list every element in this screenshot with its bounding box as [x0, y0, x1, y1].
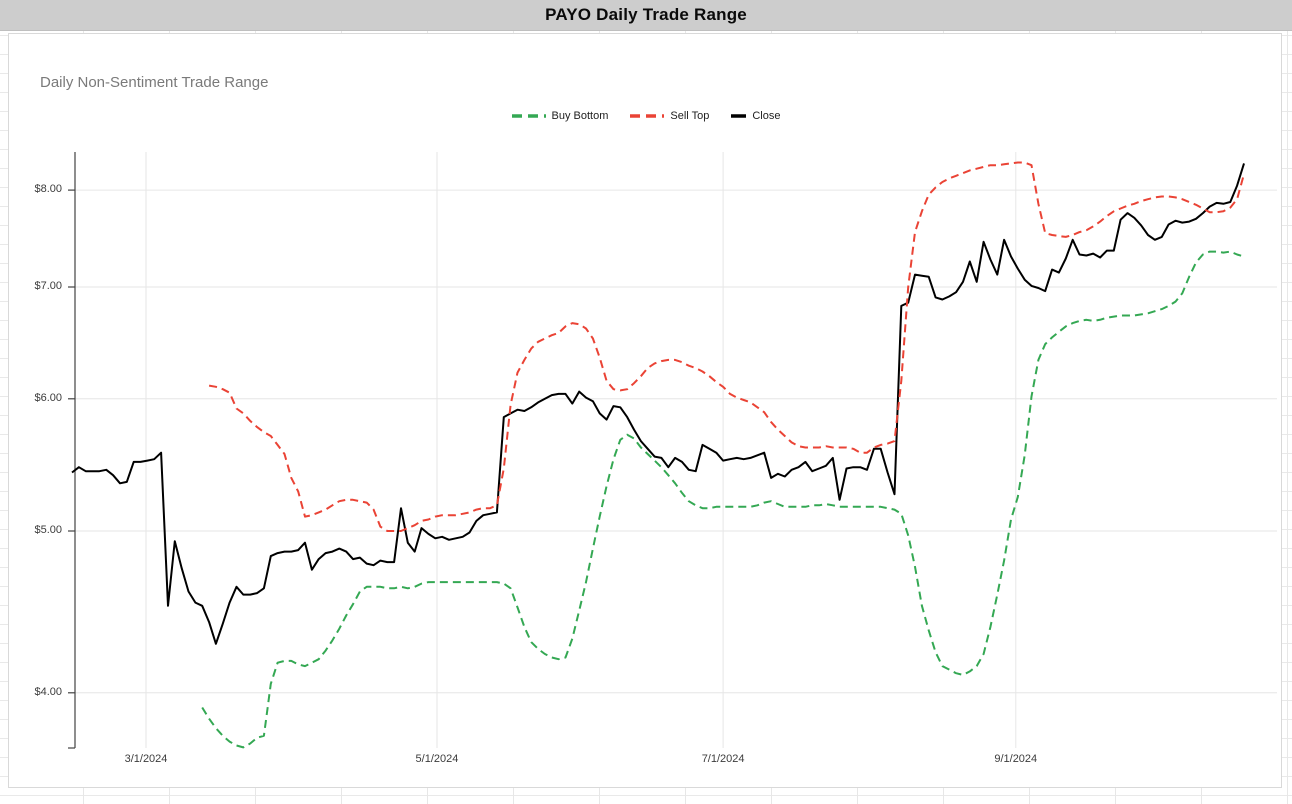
page-title: PAYO Daily Trade Range [545, 5, 747, 24]
legend-item-sell-top: Sell Top [630, 110, 709, 122]
x-axis-label: 7/1/2024 [701, 753, 745, 765]
legend-swatch-icon [511, 114, 546, 118]
x-axis-label: 5/1/2024 [415, 753, 459, 765]
legend-label: Buy Bottom [551, 110, 609, 122]
series-close-line [71, 163, 1245, 645]
legend-swatch-icon [630, 114, 665, 118]
chart-subtitle: Daily Non-Sentiment Trade Range [40, 74, 269, 91]
chart-panel [8, 33, 1282, 788]
y-axis-label: $6.00 [34, 391, 62, 404]
x-axis-label: 3/1/2024 [124, 753, 168, 765]
series-sell-top-line [208, 161, 1245, 532]
y-axis-label: $7.00 [34, 279, 62, 292]
chart-legend: Buy Bottom Sell Top Close [0, 110, 1292, 122]
legend-label: Close [752, 110, 781, 122]
legend-label: Sell Top [670, 110, 710, 122]
sheet-title-bar: PAYO Daily Trade Range [0, 0, 1292, 31]
y-axis-label: $5.00 [34, 524, 62, 536]
x-axis-label: 9/1/2024 [994, 753, 1038, 765]
legend-item-buy-bottom: Buy Bottom [511, 110, 609, 122]
y-axis-label: $8.00 [34, 183, 62, 196]
y-axis-label: $4.00 [34, 685, 62, 698]
legend-item-close: Close [731, 110, 780, 122]
legend-swatch-icon [731, 114, 747, 118]
